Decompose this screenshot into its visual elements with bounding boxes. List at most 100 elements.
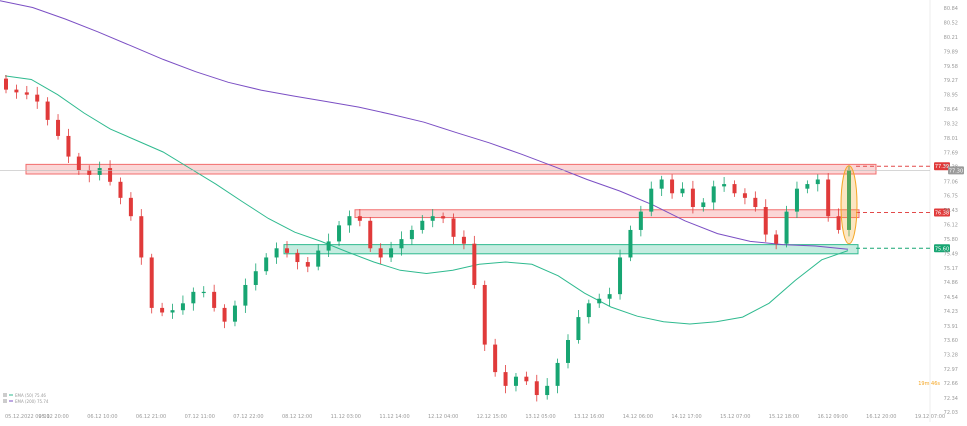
candle-body (212, 291, 217, 308)
candle-body (847, 170, 851, 230)
legend-checkbox[interactable] (3, 393, 7, 397)
y-tick-label: 73.28 (944, 353, 958, 359)
candle-body (742, 193, 747, 198)
price-label-middle-bg (934, 208, 950, 217)
candle-body (243, 284, 248, 306)
candle-body (472, 243, 477, 285)
price-label-current: 77.30 (949, 168, 963, 174)
candle-body (409, 229, 414, 240)
candle-body (441, 216, 446, 219)
candle-body (430, 216, 435, 221)
candle-body (285, 248, 289, 253)
ema-50-line (4, 75, 849, 325)
legend-label: EMA (200) 75.74 (15, 399, 49, 404)
candle-body (576, 317, 581, 341)
highlight-ellipse (840, 165, 858, 245)
x-tick-label: 12.12 15:00 (477, 414, 507, 420)
x-tick-label: 14.12 06:00 (623, 414, 653, 420)
candle-body (118, 181, 123, 198)
candle-body (607, 294, 612, 299)
candle-body (378, 248, 383, 258)
candle-body (191, 291, 196, 304)
candle-body (264, 257, 269, 272)
y-tick-label: 74.86 (944, 280, 958, 286)
candle-body (680, 188, 685, 194)
price-label-upper: 77.39 (935, 164, 949, 170)
candle-body (24, 92, 29, 95)
candle-body (794, 188, 799, 212)
y-tick-label: 75.49 (944, 251, 958, 257)
y-tick-label: 78.95 (944, 93, 958, 99)
y-tick-label: 78.01 (944, 136, 958, 142)
x-tick-label: 07.12 11:00 (185, 414, 215, 420)
price-label-current-bg (948, 166, 964, 175)
candle-body (295, 252, 300, 263)
candle-body (170, 310, 175, 313)
y-tick-label: 72.97 (944, 367, 958, 373)
candle-body (513, 376, 518, 386)
candle-body (493, 344, 498, 373)
x-tick-label: 15.12 07:00 (720, 414, 750, 420)
x-tick-label: 13.12 05:00 (525, 414, 555, 420)
candle-body (524, 376, 529, 382)
y-tick-label: 74.54 (944, 295, 958, 301)
y-tick-label: 74.23 (944, 309, 958, 315)
x-tick-label: 11.12 14:00 (379, 414, 409, 420)
candle-body (805, 184, 810, 189)
price-label-middle: 76.38 (935, 211, 949, 217)
x-tick-label: 19.12 07:00 (915, 414, 945, 420)
candle-body (4, 78, 8, 90)
candle-body (461, 236, 466, 244)
candle-body (66, 135, 71, 157)
countdown-timer: 19m 46s (918, 381, 940, 387)
y-tick-label: 78.32 (944, 122, 958, 128)
y-tick-label: 73.60 (944, 338, 958, 344)
ema-200-line (0, 0, 849, 250)
candle-body (45, 101, 50, 120)
candle-body (815, 179, 820, 185)
y-tick-label: 79.89 (944, 50, 958, 56)
y-tick-label: 80.84 (944, 6, 958, 12)
x-tick-label: 15.12 18:00 (769, 414, 799, 420)
candle-body (420, 220, 425, 230)
candle-body (482, 284, 487, 345)
x-tick-label: 05.12 20:00 (39, 414, 69, 420)
candle-body (711, 186, 716, 203)
candle-body (753, 197, 758, 208)
x-tick-label: 16.12 20:00 (866, 414, 896, 420)
legend-checkbox[interactable] (3, 399, 7, 403)
candle-body (774, 234, 779, 244)
candle-body (97, 168, 102, 175)
candle-body (180, 303, 185, 311)
candle-body (586, 303, 591, 318)
candle-body (337, 225, 342, 242)
candle-body (722, 184, 727, 187)
price-label-lower: 75.60 (935, 246, 949, 252)
x-tick-label: 06.12 10:00 (87, 414, 117, 420)
candle-body (732, 184, 737, 194)
candle-body (14, 89, 19, 93)
candle-body (566, 340, 570, 363)
legend-label: EMA (50) 75.46 (15, 393, 46, 398)
x-tick-label: 16.12 09:00 (817, 414, 847, 420)
candle-body (649, 188, 654, 212)
zone-support-lower (283, 244, 859, 255)
y-tick-label: 76.43 (944, 208, 958, 214)
candle-body (222, 307, 227, 322)
y-tick-label: 75.80 (944, 237, 958, 243)
candle-body (139, 216, 144, 258)
candle-body (253, 271, 258, 285)
candle-body (628, 229, 633, 258)
y-tick-label: 76.12 (944, 222, 958, 228)
candle-body (357, 216, 362, 221)
candle-body (108, 168, 113, 182)
y-tick-label: 80.52 (944, 21, 958, 27)
price-label-lower-bg (934, 244, 950, 253)
candle-body (597, 298, 602, 304)
candle-body (670, 179, 675, 194)
x-tick-label: 13.12 16:00 (574, 414, 604, 420)
candle-body (128, 197, 133, 217)
x-tick-label: 07.12 22:00 (233, 414, 263, 420)
